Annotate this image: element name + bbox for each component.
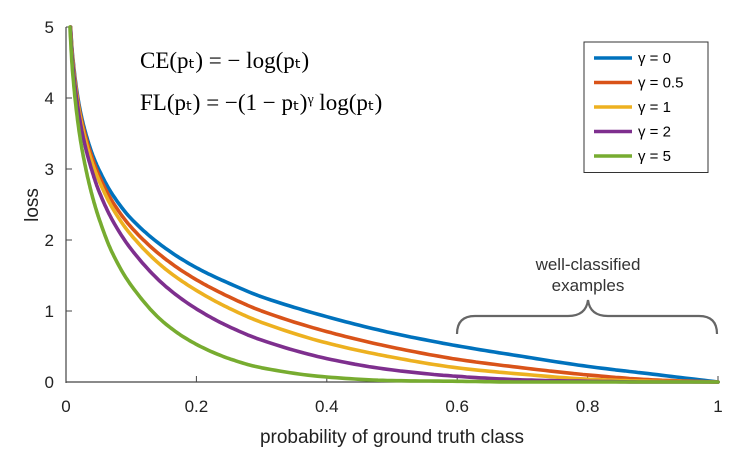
legend-entry: γ = 5 — [638, 148, 671, 165]
annotation-line-2: examples — [552, 276, 625, 295]
series-line-gamma-4 — [68, 25, 720, 384]
x-tick-label: 0.4 — [315, 397, 339, 416]
series-line-gamma-3 — [68, 25, 720, 384]
y-tick-label: 3 — [45, 160, 54, 179]
x-tick-label: 0 — [61, 397, 70, 416]
x-tick-label: 0.8 — [576, 397, 600, 416]
y-tick-label: 4 — [45, 89, 54, 108]
y-tick-label: 5 — [45, 18, 54, 37]
legend-entry: γ = 2 — [638, 124, 671, 141]
y-tick-label: 0 — [45, 373, 54, 392]
formula-ce: CE(pₜ) = − log(pₜ) — [140, 48, 309, 73]
y-tick-label: 2 — [45, 231, 54, 250]
legend-entry: γ = 0 — [638, 50, 671, 67]
legend-entry: γ = 0.5 — [638, 75, 683, 92]
series-lines — [68, 25, 720, 384]
legend-entry: γ = 1 — [638, 99, 671, 116]
x-axis-label: probability of ground truth class — [260, 427, 524, 448]
y-tick-label: 1 — [45, 302, 54, 321]
x-tick-label: 0.2 — [185, 397, 209, 416]
annotation-well-classified: well-classified examples — [455, 255, 719, 335]
y-axis-label: loss — [22, 188, 43, 222]
x-tick-label: 1 — [713, 397, 722, 416]
x-tick-label: 0.6 — [445, 397, 469, 416]
formula-fl: FL(pₜ) = −(1 − pₜ)ᵞ log(pₜ) — [140, 90, 382, 115]
annotation-line-1: well-classified — [535, 255, 641, 274]
annotation-brace — [455, 299, 719, 335]
legend: γ = 0 γ = 0.5 γ = 1 γ = 2 γ = 5 — [583, 41, 709, 173]
